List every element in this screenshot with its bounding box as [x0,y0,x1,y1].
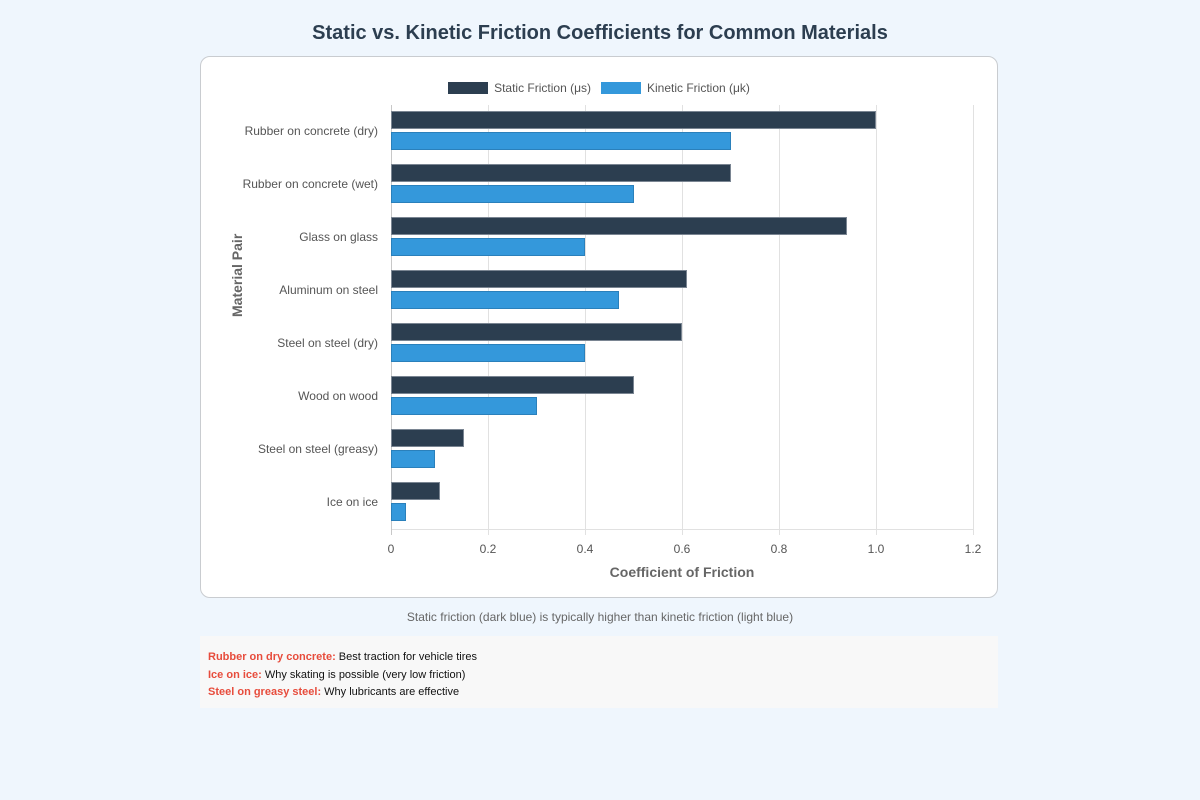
gridline [779,105,780,535]
fact-item: Steel on greasy steel: Why lubricants ar… [208,686,460,698]
static-bar[interactable] [391,217,847,235]
static-bar[interactable] [391,270,687,288]
y-axis-line [391,105,392,535]
x-tick-label: 1.2 [964,542,982,556]
chart-note: Static friction (dark blue) is typically… [406,610,794,624]
legend-item-kinetic[interactable]: Kinetic Friction (μk) [601,81,750,95]
x-tick-label: 0 [387,542,395,556]
fact-item: Rubber on dry concrete: Best traction fo… [208,651,477,663]
x-tick-label: 0.8 [770,542,788,556]
y-category-label: Wood on wood [298,389,378,403]
y-category-label: Steel on steel (dry) [277,336,378,350]
chart-card: Static Friction (μs) Kinetic Friction (μ… [200,56,998,598]
x-tick-label: 0.4 [576,542,594,556]
y-category-label: Ice on ice [326,495,378,509]
legend-item-static[interactable]: Static Friction (μs) [448,81,591,95]
x-axis-title: Coefficient of Friction [609,564,755,580]
legend-swatch-static [448,82,489,94]
kinetic-bar[interactable] [391,503,406,521]
kinetic-bar[interactable] [391,185,634,203]
gridline [585,105,586,535]
plot-area: 0 0.2 0.4 0.6 0.8 1.0 1.2 [388,105,981,556]
kinetic-bar[interactable] [391,397,537,415]
chart-title: Static vs. Kinetic Friction Coefficients… [312,22,888,44]
gridline [876,105,877,535]
x-tick-label: 0.6 [673,542,691,556]
static-bar[interactable] [391,164,731,182]
kinetic-bar[interactable] [391,291,619,309]
gridline [488,105,489,535]
legend-label-static: Static Friction (μs) [494,81,591,95]
kinetic-bar[interactable] [391,238,585,256]
y-category-label: Glass on glass [299,230,378,244]
legend-label-kinetic: Kinetic Friction (μk) [647,81,750,95]
static-bar[interactable] [391,111,876,129]
static-bar[interactable] [391,376,634,394]
gridline [682,105,683,535]
gridline [973,105,974,535]
y-category-label: Aluminum on steel [279,283,378,297]
x-tick-label: 0.2 [479,542,497,556]
static-bar[interactable] [391,482,440,500]
facts-box: Rubber on dry concrete: Best traction fo… [200,636,998,708]
legend: Static Friction (μs) Kinetic Friction (μ… [201,81,997,95]
fact-item: Ice on ice: Why skating is possible (ver… [208,668,466,681]
x-tick-label: 1.0 [867,542,885,556]
y-category-label: Rubber on concrete (dry) [244,124,378,138]
legend-swatch-kinetic [601,82,641,94]
y-category-label: Steel on steel (greasy) [257,442,378,456]
y-axis-title: Material Pair [229,233,245,317]
kinetic-bar[interactable] [391,450,435,468]
kinetic-bar[interactable] [391,132,731,150]
static-bar[interactable] [391,429,464,447]
y-category-label: Rubber on concrete (wet) [242,177,378,191]
kinetic-bar[interactable] [391,344,585,362]
static-bar[interactable] [391,323,682,341]
